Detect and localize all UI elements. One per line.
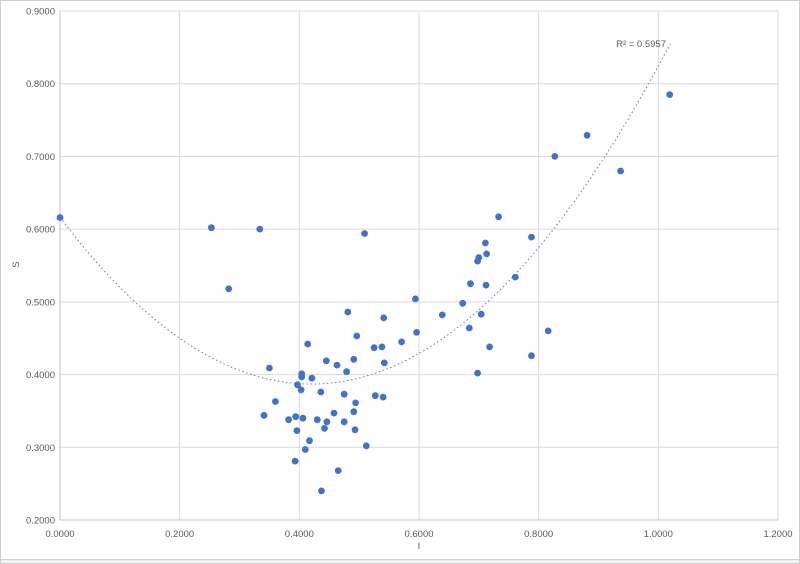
- data-point[interactable]: [330, 409, 338, 417]
- svg-text:0.7000: 0.7000: [26, 152, 55, 163]
- gridlines: [60, 10, 779, 520]
- x-axis-title: I: [417, 541, 421, 552]
- data-point[interactable]: [301, 446, 309, 453]
- data-point[interactable]: [380, 359, 388, 367]
- x-tick-labels: 0.0000 0.2000 0.4000 0.6000 0.8000 1.0000 1.20…: [45, 529, 792, 540]
- data-point[interactable]: [617, 167, 624, 175]
- y-tick-labels: 0.2000 0.3000 0.4000 0.5000 0.6000 0.7000 0.80…: [26, 7, 55, 527]
- data-point[interactable]: [225, 285, 233, 293]
- data-point[interactable]: [495, 213, 502, 221]
- data-point[interactable]: [459, 299, 467, 307]
- axis-lines: [59, 11, 778, 521]
- data-point[interactable]: [353, 332, 361, 340]
- svg-text:0.5000: 0.5000: [26, 297, 55, 308]
- data-point[interactable]: [298, 373, 306, 381]
- data-point[interactable]: [292, 413, 300, 421]
- data-point[interactable]: [340, 418, 348, 426]
- spreadsheet-edge-strip: [1, 559, 799, 563]
- data-point[interactable]: [322, 357, 330, 365]
- data-point[interactable]: [483, 250, 490, 258]
- svg-text:1.2000: 1.2000: [763, 529, 792, 540]
- trendline[interactable]: [59, 43, 671, 385]
- svg-text:0.8000: 0.8000: [524, 529, 553, 540]
- data-points[interactable]: [56, 91, 674, 495]
- data-point[interactable]: [313, 416, 321, 424]
- svg-text:0.2000: 0.2000: [165, 529, 194, 540]
- data-point[interactable]: [528, 233, 535, 241]
- data-point[interactable]: [467, 280, 474, 288]
- data-point[interactable]: [583, 131, 591, 139]
- data-point[interactable]: [350, 355, 358, 363]
- data-point[interactable]: [380, 314, 388, 322]
- data-point[interactable]: [256, 225, 264, 233]
- data-point[interactable]: [343, 368, 350, 376]
- data-point[interactable]: [412, 295, 419, 303]
- data-point[interactable]: [362, 442, 370, 450]
- data-point[interactable]: [398, 338, 405, 346]
- data-point[interactable]: [293, 427, 301, 434]
- data-point[interactable]: [551, 153, 559, 160]
- svg-text:0.2000: 0.2000: [26, 516, 55, 527]
- data-point[interactable]: [465, 324, 473, 332]
- data-point[interactable]: [340, 390, 348, 398]
- data-point[interactable]: [486, 343, 493, 351]
- data-point[interactable]: [272, 398, 279, 405]
- data-point[interactable]: [528, 352, 535, 360]
- data-point[interactable]: [477, 310, 485, 318]
- data-point[interactable]: [285, 416, 292, 424]
- trendline-group[interactable]: [59, 43, 671, 385]
- svg-text:0.3000: 0.3000: [26, 443, 55, 454]
- data-point[interactable]: [56, 214, 64, 221]
- svg-text:0.4000: 0.4000: [285, 529, 314, 540]
- data-point[interactable]: [317, 388, 325, 396]
- svg-text:0.6000: 0.6000: [404, 529, 433, 540]
- svg-text:0.0000: 0.0000: [45, 529, 74, 540]
- svg-text:0.6000: 0.6000: [26, 225, 55, 236]
- data-point[interactable]: [361, 230, 368, 237]
- y-axis-title: S: [10, 261, 22, 268]
- data-point[interactable]: [482, 281, 490, 289]
- data-point[interactable]: [291, 457, 299, 465]
- data-point[interactable]: [318, 487, 325, 495]
- data-point[interactable]: [378, 343, 386, 351]
- data-point[interactable]: [323, 418, 331, 426]
- data-point[interactable]: [294, 381, 301, 389]
- data-point[interactable]: [260, 411, 268, 419]
- r-squared-label: R² = 0.5957: [616, 39, 666, 50]
- data-point[interactable]: [379, 393, 387, 401]
- data-point[interactable]: [306, 437, 313, 445]
- svg-text:0.8000: 0.8000: [26, 79, 55, 90]
- data-point[interactable]: [321, 425, 328, 432]
- data-point[interactable]: [208, 224, 215, 232]
- data-point[interactable]: [482, 239, 489, 247]
- svg-text:0.9000: 0.9000: [26, 7, 55, 18]
- data-point[interactable]: [308, 374, 316, 382]
- data-point[interactable]: [351, 426, 359, 434]
- data-point[interactable]: [370, 344, 378, 352]
- data-point[interactable]: [371, 392, 379, 400]
- data-point[interactable]: [304, 340, 312, 348]
- data-point[interactable]: [333, 361, 341, 369]
- data-point[interactable]: [350, 408, 358, 416]
- svg-text:0.4000: 0.4000: [26, 370, 55, 381]
- data-point[interactable]: [352, 399, 359, 407]
- data-point[interactable]: [344, 308, 352, 316]
- data-point[interactable]: [334, 467, 342, 474]
- data-point[interactable]: [266, 364, 273, 372]
- data-point[interactable]: [299, 414, 307, 422]
- data-point[interactable]: [474, 369, 481, 377]
- data-point[interactable]: [413, 329, 420, 336]
- data-point[interactable]: [666, 91, 674, 98]
- data-point[interactable]: [474, 257, 481, 265]
- data-point[interactable]: [544, 327, 552, 335]
- svg-text:1.0000: 1.0000: [644, 529, 673, 540]
- data-point[interactable]: [438, 311, 446, 319]
- data-point[interactable]: [511, 273, 519, 281]
- data-point[interactable]: [297, 386, 305, 394]
